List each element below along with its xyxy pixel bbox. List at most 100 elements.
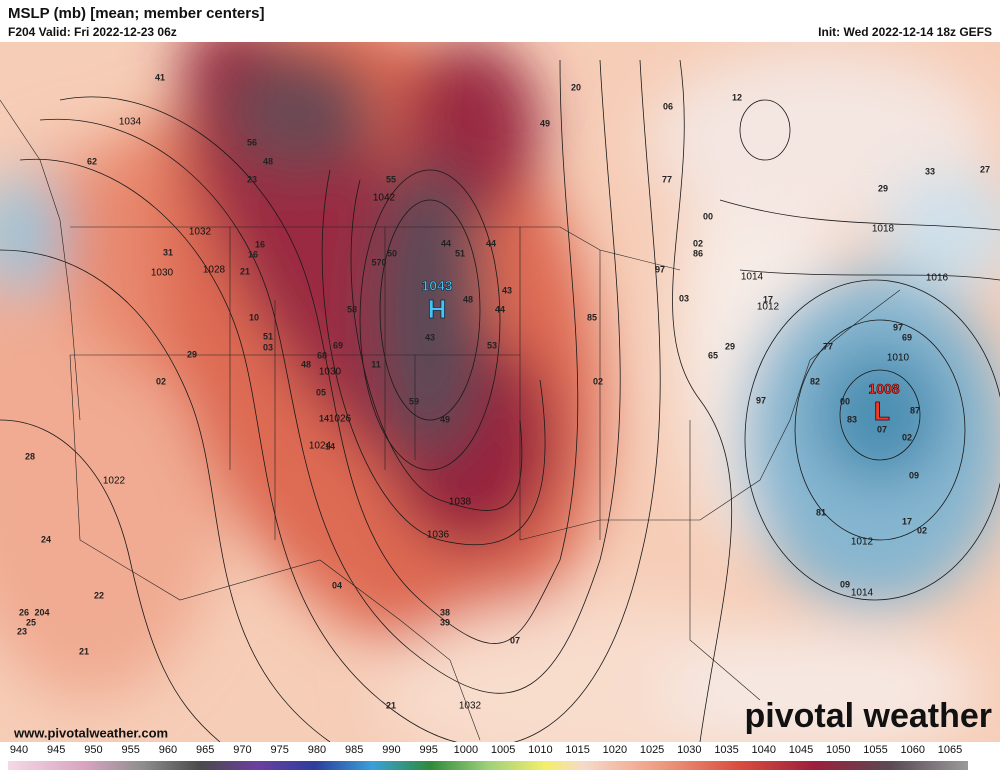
colorbar-tick-label: 1035 xyxy=(714,744,738,756)
member-center: 62 xyxy=(87,156,97,166)
center-value: 1008 xyxy=(868,381,899,397)
member-center: 05 xyxy=(316,387,326,397)
center-symbol: L xyxy=(874,396,890,426)
member-center: 48 xyxy=(263,156,273,166)
member-center: 29 xyxy=(725,341,735,351)
member-center: 87 xyxy=(910,405,920,415)
member-center: 10 xyxy=(249,312,259,322)
member-center: 02 xyxy=(156,376,166,386)
colorbar-tick-label: 955 xyxy=(122,744,140,756)
contour-label: 1014 xyxy=(851,588,874,599)
colorbar-tick-label: 1050 xyxy=(826,744,850,756)
colorbar-tick-label: 1010 xyxy=(528,744,552,756)
contour-label: 1026 xyxy=(329,414,352,425)
member-center: 03 xyxy=(679,293,689,303)
contour-label: 1012 xyxy=(851,537,874,548)
member-center: 02 xyxy=(593,376,603,386)
contour-label: 1042 xyxy=(373,193,396,204)
init-time: Init: Wed 2022-12-14 18z GEFS xyxy=(818,25,992,39)
member-center: 41 xyxy=(155,72,165,82)
member-center: 570 xyxy=(371,257,386,267)
member-center: 55 xyxy=(386,174,396,184)
member-center: 02 xyxy=(917,525,927,535)
member-center: 07 xyxy=(510,635,520,645)
member-center: 97 xyxy=(655,264,665,274)
colorbar-tick-label: 1055 xyxy=(863,744,887,756)
member-center: 20 xyxy=(571,82,581,92)
member-center: 49 xyxy=(540,118,550,128)
contour-label: 1038 xyxy=(449,497,472,508)
colorbar-tick-label: 965 xyxy=(196,744,214,756)
member-center: 48 xyxy=(301,359,311,369)
member-center: 81 xyxy=(816,507,826,517)
member-center: 49 xyxy=(440,414,450,424)
member-center: 65 xyxy=(708,350,718,360)
map-title: MSLP (mb) [mean; member centers] xyxy=(8,5,264,22)
member-center: 43 xyxy=(502,285,512,295)
colorbar-tick-label: 1045 xyxy=(789,744,813,756)
member-center: 97 xyxy=(893,322,903,332)
member-center: 04 xyxy=(332,580,342,590)
member-center: 51 xyxy=(455,248,465,258)
contour-label: 1016 xyxy=(926,273,949,284)
member-center: 00 xyxy=(703,211,713,221)
member-center: 27 xyxy=(980,164,990,174)
colorbar-tick-label: 1065 xyxy=(938,744,962,756)
member-center: 82 xyxy=(810,376,820,386)
member-center: 59 xyxy=(409,396,419,406)
member-center: 48 xyxy=(463,294,473,304)
member-center: 07 xyxy=(877,424,887,434)
contour-label: 1032 xyxy=(189,227,212,238)
contour-label: 1018 xyxy=(872,224,895,235)
colorbar-tick-label: 975 xyxy=(271,744,289,756)
member-center: 44 xyxy=(441,238,451,248)
member-center: 00 xyxy=(840,396,850,406)
member-center: 51 xyxy=(263,331,273,341)
colorbar-tick-label: 1000 xyxy=(454,744,478,756)
member-center: 14 xyxy=(325,441,335,451)
member-center: 26 xyxy=(19,607,29,617)
colorbar-tick-label: 960 xyxy=(159,744,177,756)
contour-label: 1022 xyxy=(103,476,126,487)
member-center: 44 xyxy=(486,238,496,248)
colorbar-tick-label: 970 xyxy=(233,744,251,756)
member-center: 02 xyxy=(693,238,703,248)
contour-label: 1036 xyxy=(427,530,450,541)
member-center: 29 xyxy=(187,349,197,359)
contour-label: 1034 xyxy=(119,117,142,128)
colorbar-tick-label: 1015 xyxy=(565,744,589,756)
member-center: 02 xyxy=(902,432,912,442)
member-center: 44 xyxy=(495,304,505,314)
contour-label: 1028 xyxy=(203,265,226,276)
colorbar-tick-label: 990 xyxy=(382,744,400,756)
header-bg xyxy=(0,0,1000,42)
contour-label: 1010 xyxy=(887,353,910,364)
member-center: 53 xyxy=(487,340,497,350)
member-center: 97 xyxy=(756,395,766,405)
colorbar-tick-label: 985 xyxy=(345,744,363,756)
member-center: 17 xyxy=(763,294,773,304)
contour-label: 1030 xyxy=(319,367,342,378)
member-center: 12 xyxy=(732,92,742,102)
colorbar-tick-label: 940 xyxy=(10,744,28,756)
member-center: 25 xyxy=(26,617,36,627)
member-center: 24 xyxy=(41,534,51,544)
member-center: 14 xyxy=(319,413,329,423)
member-center: 77 xyxy=(823,341,833,351)
member-center: 16 xyxy=(255,239,265,249)
colorbar-tick-label: 995 xyxy=(419,744,437,756)
contour-label: 1014 xyxy=(741,272,764,283)
member-center: 29 xyxy=(878,183,888,193)
member-center: 22 xyxy=(94,590,104,600)
colorbar-tick-label: 1020 xyxy=(603,744,627,756)
high-center: 1043 H xyxy=(421,277,453,324)
isobars xyxy=(0,59,1000,742)
member-center: 69 xyxy=(333,340,343,350)
contour-label: 1012 xyxy=(757,302,780,313)
logo: pivotal weather xyxy=(744,697,992,735)
member-center: 56 xyxy=(247,137,257,147)
member-center: 06 xyxy=(663,101,673,111)
